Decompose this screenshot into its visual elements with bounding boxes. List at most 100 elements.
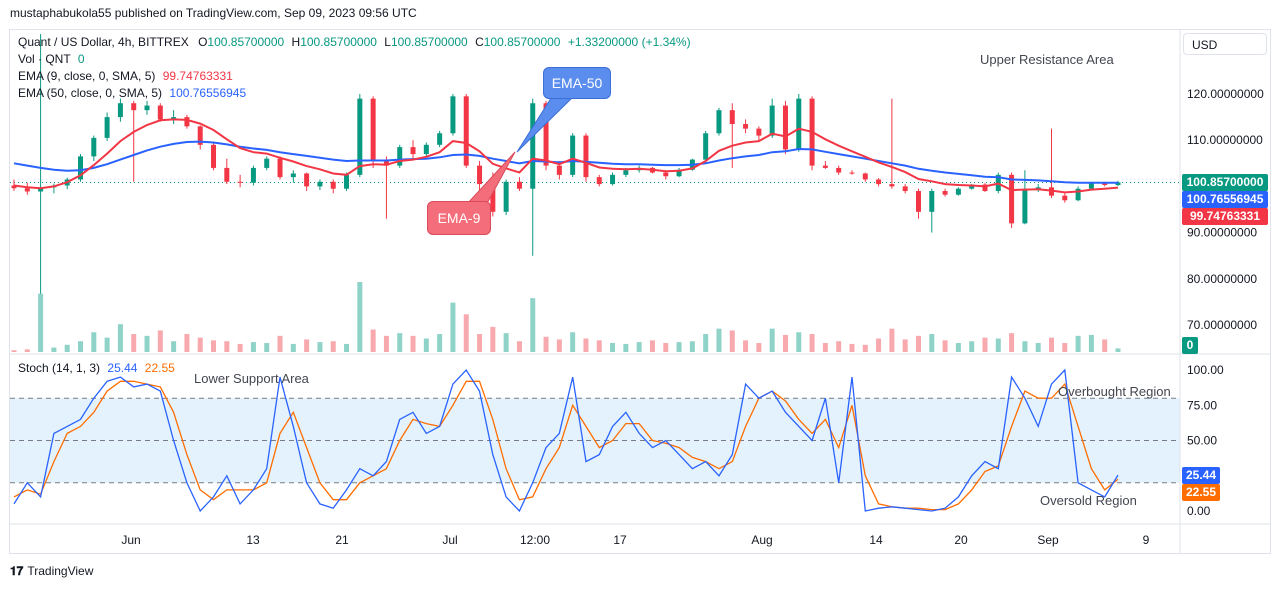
ema9-line [13,118,1119,194]
volume-bar [423,338,429,352]
stoch-k-value: 25.44 [107,361,138,375]
tradingview-logo-icon: 𝟏𝟕 [10,564,24,578]
volume-bar [330,341,336,352]
ema50-value: 100.76556945 [169,86,247,100]
volume-bar [862,344,868,352]
time-axis-tick: 12:00 [520,533,550,547]
ema9-callout[interactable]: EMA-9 [427,201,491,235]
candle-body [344,174,350,189]
volume-bar [237,343,243,352]
candle-body [929,191,935,212]
candle-body [503,181,509,212]
price-axis-tick: 80.00000000 [1187,272,1257,286]
ema9-label: EMA (9, close, 0, SMA, 5) [18,69,156,83]
volume-bar [1115,348,1121,352]
candle-body [237,181,243,183]
candle-body [1022,188,1028,224]
volume-bar [463,314,469,352]
candle-body [1115,182,1121,186]
volume-bar [649,340,655,352]
volume-bar [104,337,110,352]
candle-body [410,147,416,155]
volume-bar [902,339,908,352]
oversold-label: Oversold Region [1040,493,1137,508]
price-axis-tick: 90.00000000 [1187,226,1257,240]
time-axis-tick: 9 [1143,533,1150,547]
volume-bar [397,333,403,352]
stoch-axis-tick: 75.00 [1187,398,1217,412]
publisher-line: mustaphabukola55 published on TradingVie… [10,6,417,20]
candle-body [463,96,469,166]
candle-body [663,172,669,177]
volume-bar [530,298,536,352]
stoch-d-line [13,380,1119,511]
candle-body [596,177,602,185]
ema9-value: 99.74763331 [162,69,233,83]
volume-bar [583,338,589,352]
candle-body [197,126,203,145]
volume-bar [596,340,602,352]
candle-body [450,96,456,134]
volume-bar [836,341,842,352]
volume-bar [477,334,483,352]
candle-body [716,110,722,134]
candle-body [1102,182,1108,186]
candle-body [1035,187,1041,189]
footer-brand-text: TradingView [27,564,94,578]
candle-body [490,184,496,212]
time-axis-tick: 13 [246,533,260,547]
volume-bar [64,344,70,352]
candle-body [543,103,549,166]
volume-bar [24,349,30,352]
stoch-label: Stoch (14, 1, 3) [18,361,101,375]
candle-body [530,103,536,189]
stoch-k-line [13,368,1119,513]
candle-body [250,167,256,183]
volume-bar [277,335,283,352]
candle-body [1009,174,1015,224]
lower-support-label: Lower Support Area [194,371,309,386]
volume-bar [410,335,416,352]
time-axis-tick: 14 [869,533,883,547]
candle-body [184,117,190,127]
last-price-box: 100.85700000 [1182,174,1268,191]
candle-body [144,105,150,111]
candle-body [849,172,855,174]
volume-bar [490,326,496,352]
candle-body [836,167,842,173]
candle-body [889,184,895,187]
time-axis-tick: Jun [121,533,140,547]
volume-bar [250,342,256,352]
overbought-label: Overbought Region [1058,384,1171,399]
currency-selector[interactable]: USD [1183,33,1267,55]
ema50-callout[interactable]: EMA-50 [543,67,611,99]
volume-bar [290,343,296,352]
price-change: +1.33200000 (+1.34%) [567,35,691,49]
volume-bar [383,335,389,352]
candle-body [91,137,97,157]
volume-bar [729,330,735,352]
chart-frame[interactable] [9,29,1271,554]
candle-body [437,133,443,145]
candle-body [942,191,948,195]
candle-body [38,187,44,192]
candle-body [703,133,709,160]
symbol-legend: Quant / US Dollar, 4h, BITTREX O100.8570… [18,35,691,49]
candle-body [131,103,137,111]
volume-bar [570,332,576,352]
volume-bar [623,343,629,352]
candle-body [264,158,270,168]
volume-bar [38,293,44,352]
candle-body [157,105,163,120]
ema9-legend: EMA (9, close, 0, SMA, 5) 99.74763331 [18,69,233,83]
volume-bar [224,341,230,352]
volume-bar [929,334,935,352]
volume-bar [663,343,669,352]
ohlc-close: 100.85700000 [483,35,561,49]
volume-bar [317,342,323,352]
ema50-price-box: 100.76556945 [1182,191,1268,208]
candle-body [224,167,230,182]
volume-bar [782,334,788,352]
volume-bar [822,343,828,352]
